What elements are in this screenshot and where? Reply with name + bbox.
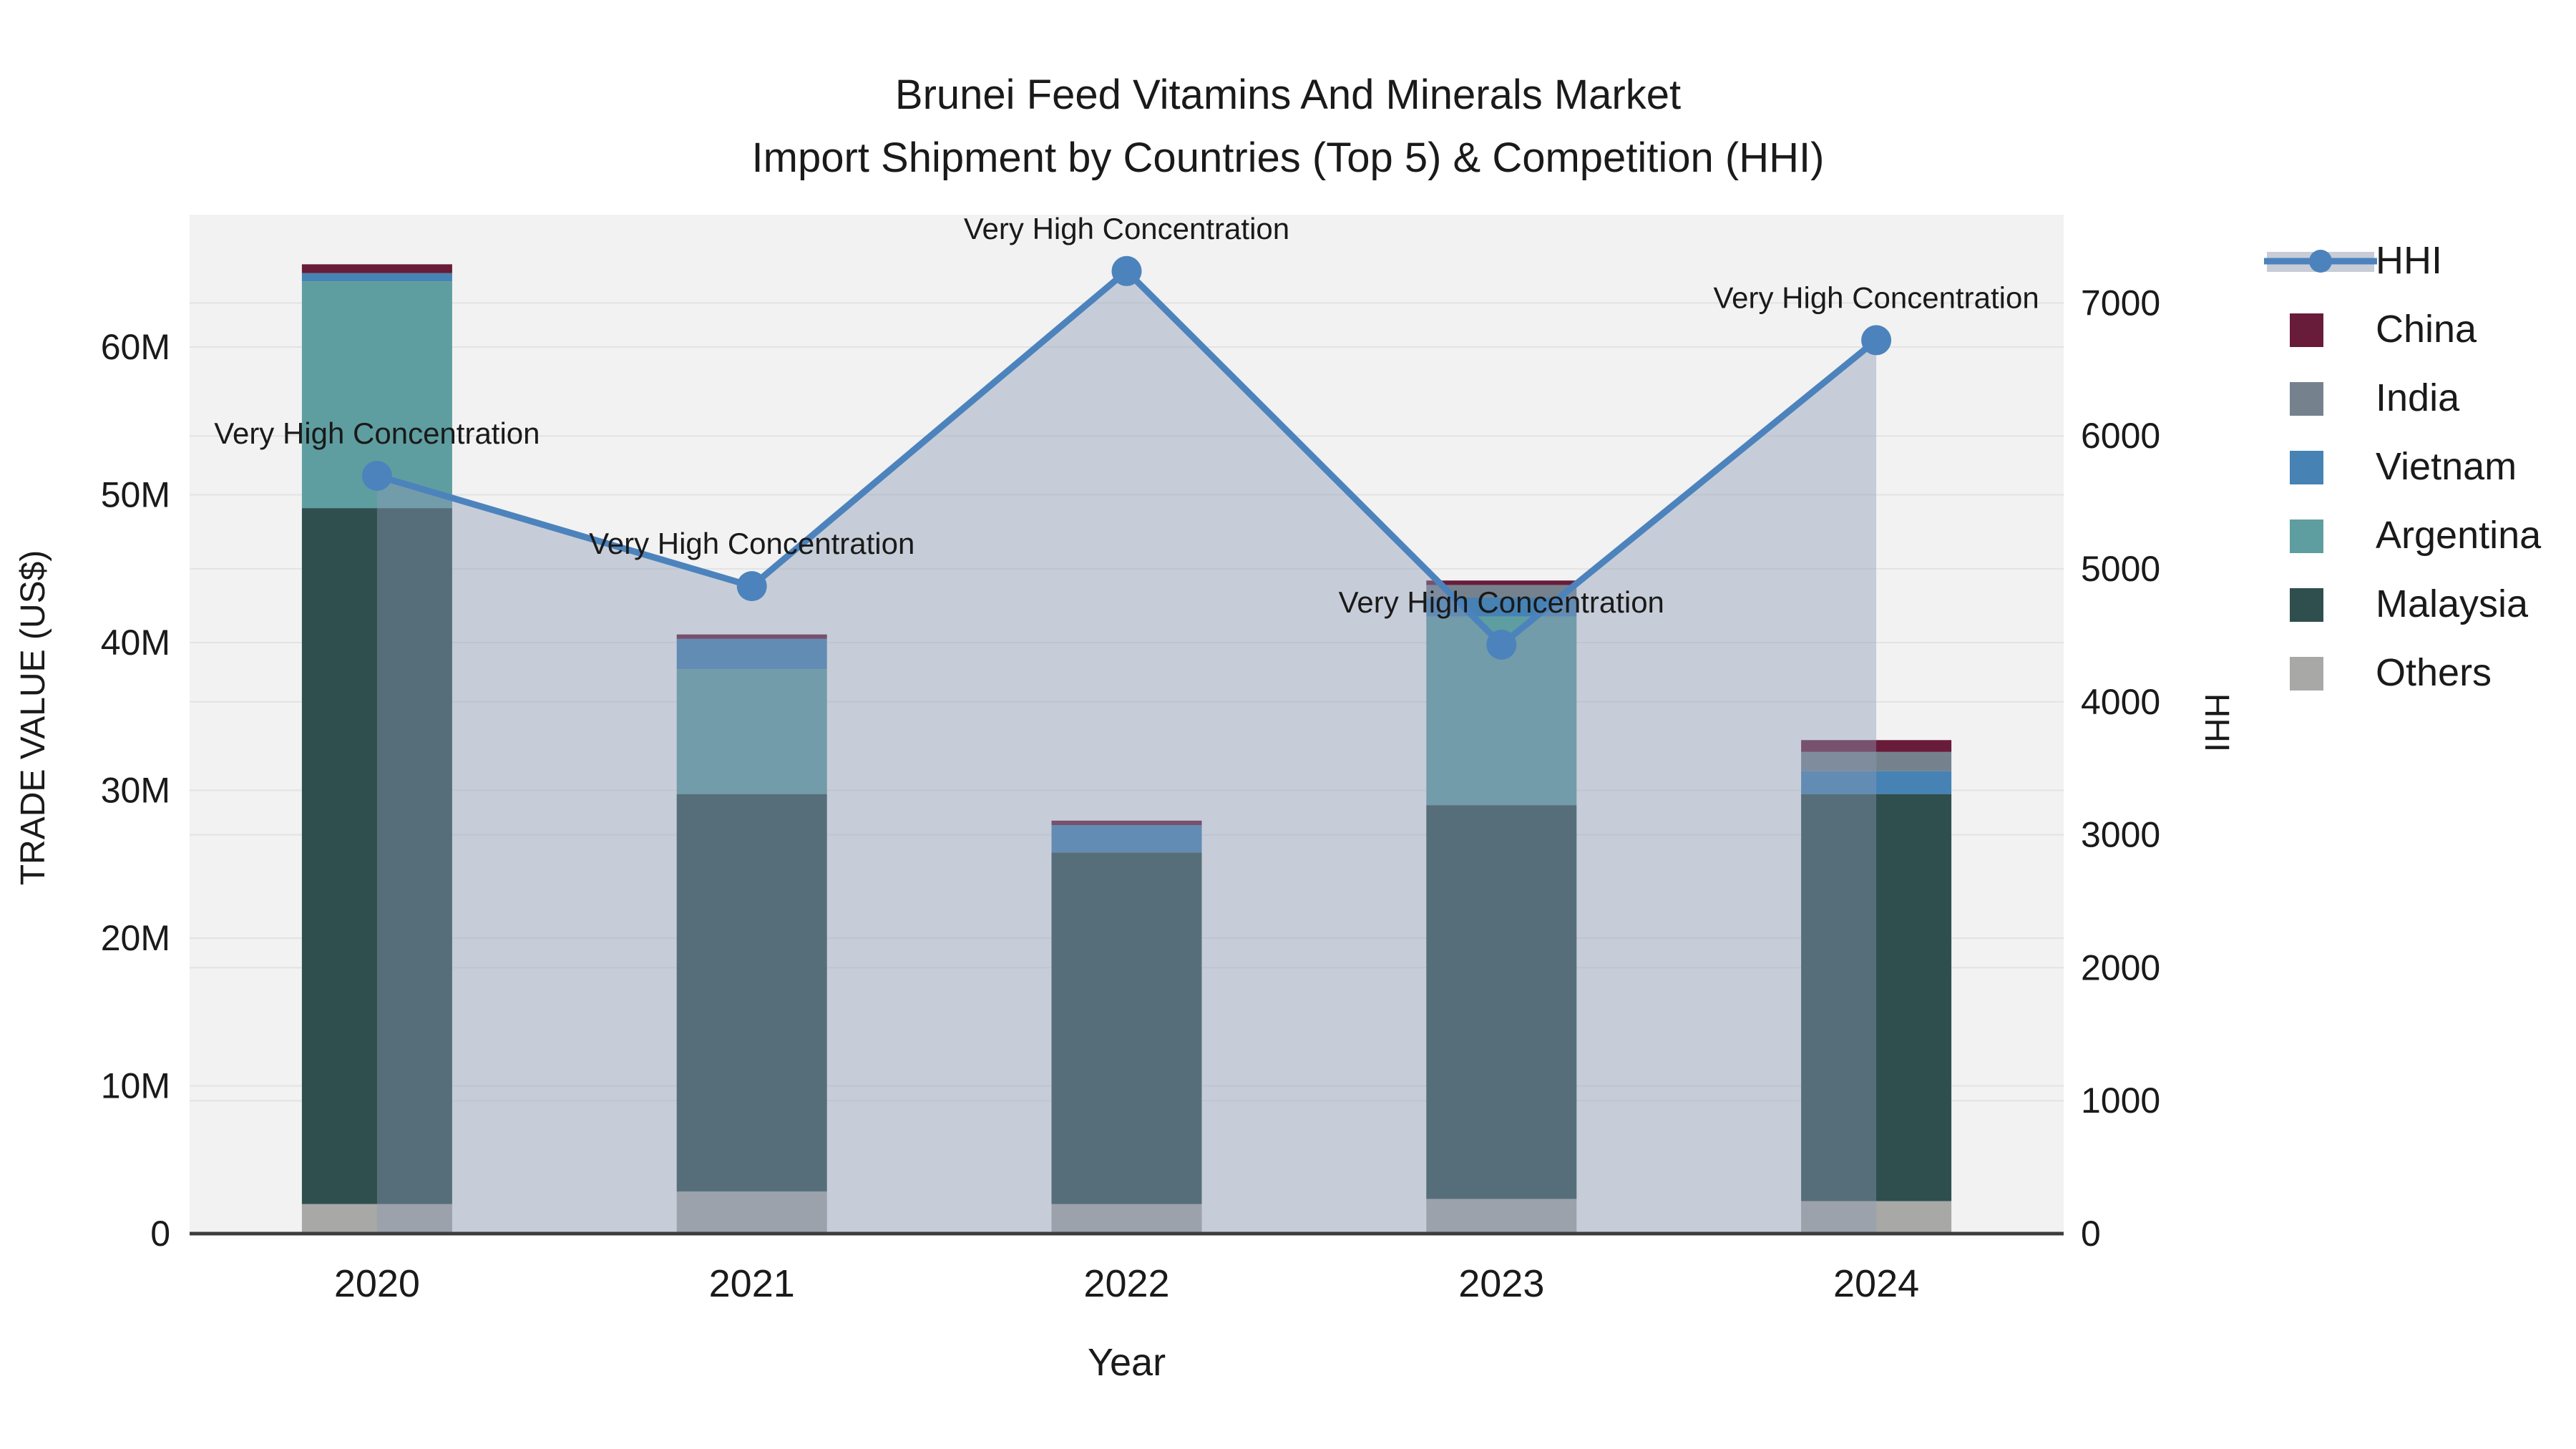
legend-label-others: Others — [2376, 651, 2492, 694]
bar-segment-vietnam-2024 — [1801, 771, 1952, 794]
legend-label-malaysia: Malaysia — [2376, 582, 2529, 625]
legend-label-china: China — [2376, 308, 2477, 351]
bar-segment-malaysia-2020 — [301, 508, 452, 1204]
annotation-label: Very High Concentration — [964, 212, 1289, 245]
legend-swatch-malaysia — [2290, 588, 2323, 622]
bar-segment-vietnam-2020 — [301, 273, 452, 282]
bar-segment-india-2023 — [1426, 585, 1577, 598]
right-axis-tick-label: 3000 — [2081, 815, 2160, 855]
hhi-marker-2024 — [1861, 325, 1892, 356]
right-axis-tick-label: 7000 — [2081, 283, 2160, 323]
x-axis-tick-label: 2022 — [1083, 1262, 1169, 1305]
right-axis-tick-label: 6000 — [2081, 416, 2160, 456]
annotation-label: Very High Concentration — [1339, 585, 1664, 619]
bar-segment-others-2021 — [676, 1191, 827, 1234]
bar-segment-malaysia-2022 — [1051, 852, 1202, 1204]
bar-segment-china-2023 — [1426, 580, 1577, 585]
right-axis-tick-label: 1000 — [2081, 1080, 2160, 1121]
legend-item-china[interactable]: China — [2290, 308, 2477, 351]
bar-segment-china-2022 — [1051, 820, 1202, 826]
legend-item-others[interactable]: Others — [2290, 651, 2492, 694]
bar-segment-china-2020 — [301, 264, 452, 273]
left-axis-tick-label: 50M — [101, 475, 170, 515]
x-axis-tick-label: 2020 — [334, 1262, 420, 1305]
x-axis-tick-label: 2023 — [1458, 1262, 1544, 1305]
legend-item-argentina[interactable]: Argentina — [2290, 514, 2542, 557]
bar-segment-others-2020 — [301, 1204, 452, 1234]
hhi-marker-2023 — [1486, 629, 1517, 660]
bar-segment-malaysia-2021 — [676, 794, 827, 1192]
bar-segment-vietnam-2022 — [1051, 825, 1202, 853]
annotation-label: Very High Concentration — [1713, 280, 2039, 314]
bar-segment-china-2024 — [1801, 740, 1952, 752]
left-axis-tick-label: 10M — [101, 1066, 170, 1106]
hhi-area — [376, 270, 1877, 1234]
legend: HHI China India Vietnam Argentina Malaysia Oth… — [2264, 239, 2542, 694]
x-axis-tick-label: 2024 — [1833, 1262, 1919, 1305]
left-axis-tick-label: 30M — [101, 771, 170, 811]
left-axis-title: TRADE VALUE (US$) — [14, 550, 52, 886]
annotation-label: Very High Concentration — [589, 527, 914, 560]
right-axis-tick-label: 0 — [2081, 1214, 2101, 1254]
legend-label-india: India — [2376, 376, 2460, 419]
hhi-marker-2021 — [736, 571, 767, 602]
right-axis-tick-label: 4000 — [2081, 682, 2160, 722]
hhi-marker-2022 — [1111, 255, 1142, 286]
legend-item-malaysia[interactable]: Malaysia — [2290, 582, 2529, 625]
bar-segment-malaysia-2024 — [1801, 794, 1952, 1201]
bar-segment-others-2022 — [1051, 1204, 1202, 1234]
bars — [301, 264, 1952, 1234]
x-axis-tick-label: 2021 — [709, 1262, 795, 1305]
x-axis-title: Year — [1088, 1341, 1166, 1384]
hhi-marker-2020 — [361, 460, 392, 491]
right-axis-tick-label: 5000 — [2081, 549, 2160, 589]
legend-swatch-india — [2290, 382, 2323, 416]
legend-swatch-argentina — [2290, 519, 2323, 553]
hhi-marker-swatch — [2309, 250, 2332, 273]
legend-label-hhi: HHI — [2376, 239, 2442, 282]
annotation-label: Very High Concentration — [214, 416, 540, 450]
left-axis-tick-label: 20M — [101, 918, 170, 958]
right-axis-title: HHI — [2197, 693, 2235, 753]
legend-swatch-vietnam — [2290, 451, 2323, 484]
bar-segment-india-2024 — [1801, 751, 1952, 771]
legend-item-vietnam[interactable]: Vietnam — [2290, 445, 2517, 488]
bar-segment-malaysia-2023 — [1426, 805, 1577, 1199]
bar-segment-vietnam-2021 — [676, 638, 827, 670]
left-axis-tick-label: 0 — [150, 1214, 170, 1254]
bar-segment-china-2021 — [676, 634, 827, 639]
legend-item-india[interactable]: India — [2290, 376, 2460, 419]
bar-segment-others-2023 — [1426, 1199, 1577, 1234]
legend-label-argentina: Argentina — [2376, 514, 2542, 557]
bar-segment-others-2024 — [1801, 1201, 1952, 1234]
left-axis-tick-label: 40M — [101, 623, 170, 663]
legend-swatch-others — [2290, 657, 2323, 691]
bar-segment-argentina-2021 — [676, 669, 827, 794]
right-axis-tick-label: 2000 — [2081, 947, 2160, 987]
chart-title-line2: Import Shipment by Countries (Top 5) & C… — [752, 135, 1825, 181]
chart-title-line1: Brunei Feed Vitamins And Minerals Market — [895, 72, 1681, 118]
left-axis-tick-label: 60M — [101, 327, 170, 367]
legend-item-hhi[interactable]: HHI — [2264, 239, 2442, 282]
legend-label-vietnam: Vietnam — [2376, 445, 2517, 488]
legend-swatch-china — [2290, 313, 2323, 347]
